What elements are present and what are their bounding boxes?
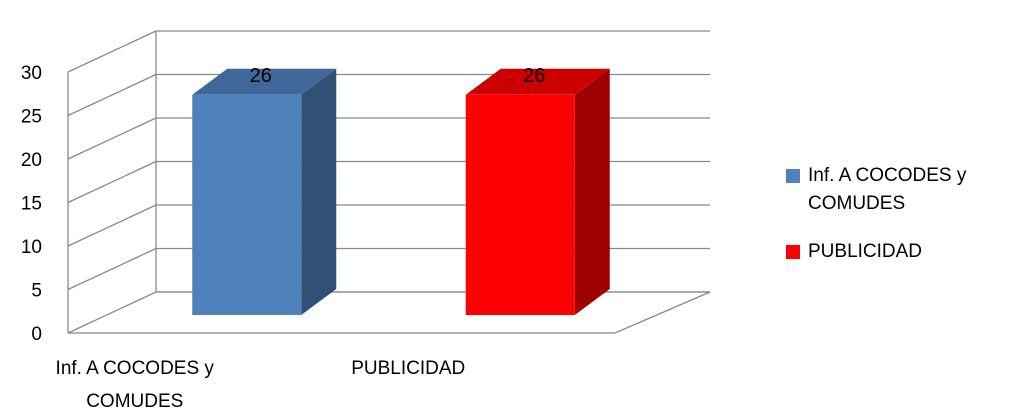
side-gridline	[67, 73, 157, 117]
y-tick-label: 20	[21, 150, 42, 171]
legend-swatch-cocodes	[786, 169, 800, 183]
bar	[465, 94, 575, 315]
x-tick-label: COMUDES	[86, 391, 183, 412]
side-gridline	[67, 30, 157, 73]
legend-label-cocodes-line1: Inf. A COCODES y	[808, 165, 967, 186]
legend-item-cocodes: Inf. A COCODES y COMUDES	[786, 162, 1026, 218]
bar-top	[465, 68, 610, 95]
y-tick-label: 5	[31, 281, 42, 302]
y-tick-label: 0	[31, 324, 42, 345]
bar-top	[192, 68, 337, 95]
legend-label-cocodes-line2: COMUDES	[808, 193, 906, 214]
bar	[192, 94, 302, 315]
floor	[67, 291, 711, 334]
y-tick-label: 15	[21, 194, 42, 215]
data-label: 26	[523, 65, 545, 87]
bar-side	[574, 68, 610, 315]
side-gridline	[67, 204, 157, 247]
side-gridline	[67, 160, 157, 204]
bar-side	[301, 68, 337, 315]
legend-swatch-publicidad	[786, 245, 800, 259]
data-label: 26	[250, 65, 272, 87]
legend-label-publicidad: PUBLICIDAD	[808, 241, 923, 262]
side-gridline	[67, 247, 157, 291]
legend-item-publicidad: PUBLICIDAD	[786, 238, 1026, 266]
side-gridline	[67, 117, 157, 160]
y-tick-label: 10	[21, 237, 42, 258]
y-tick-label: 30	[21, 63, 42, 84]
legend: Inf. A COCODES y COMUDES PUBLICIDAD	[786, 162, 1026, 286]
x-tick-label: Inf. A COCODES y	[56, 358, 215, 379]
x-tick-label: PUBLICIDAD	[351, 358, 465, 379]
y-tick-label: 25	[21, 107, 42, 128]
